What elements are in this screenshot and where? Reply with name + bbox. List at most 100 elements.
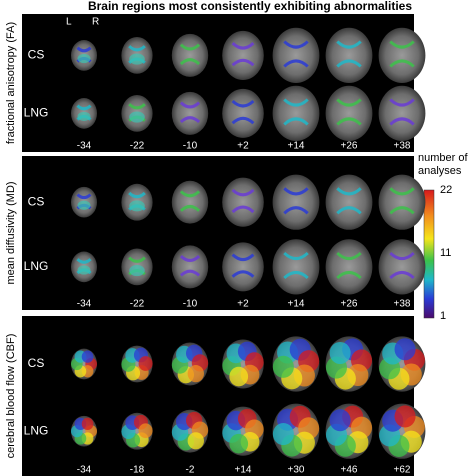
abnormality-map bbox=[394, 405, 416, 428]
brain-slice bbox=[171, 91, 209, 135]
abnormality-map bbox=[283, 187, 309, 215]
abnormality-map bbox=[389, 187, 415, 215]
abnormality-map bbox=[77, 265, 91, 275]
slice-label: -34 bbox=[77, 141, 92, 152]
brain-slice bbox=[171, 33, 209, 77]
abnormality-map bbox=[272, 355, 294, 378]
abnormality-map bbox=[77, 53, 91, 64]
slice-label: +14 bbox=[288, 299, 305, 310]
abnormality-map bbox=[179, 190, 201, 212]
row-label: CS bbox=[28, 48, 45, 62]
slice-label: -22 bbox=[130, 299, 145, 310]
row-label: LNG bbox=[24, 423, 49, 437]
row-label: LNG bbox=[24, 259, 49, 273]
brain-slice bbox=[325, 239, 373, 295]
brain-slice bbox=[325, 85, 373, 141]
slice-label: +2 bbox=[237, 299, 249, 310]
brain-slice bbox=[272, 174, 320, 230]
abnormality-map bbox=[138, 423, 153, 439]
abnormality-map bbox=[231, 99, 255, 125]
slice-label: +30 bbox=[288, 465, 305, 476]
abnormality-map bbox=[389, 251, 415, 280]
brain-slice bbox=[272, 239, 320, 295]
brain-slice bbox=[222, 177, 264, 227]
abnormality-map bbox=[77, 111, 91, 122]
colorbar-tick-label: 11 bbox=[440, 247, 451, 259]
row-label: LNG bbox=[24, 106, 49, 120]
brain-slice bbox=[325, 27, 373, 84]
colorbar-tick-label: 1 bbox=[440, 310, 446, 322]
abnormality-map bbox=[129, 200, 145, 212]
abnormality-map bbox=[81, 417, 94, 431]
colorbar-title-line: analyses bbox=[418, 165, 462, 177]
hemisphere-label: L bbox=[66, 17, 72, 28]
abnormality-map bbox=[138, 356, 153, 371]
abnormality-map bbox=[283, 251, 309, 280]
slice-label: +2 bbox=[237, 141, 249, 152]
colorbar bbox=[423, 189, 435, 319]
brain-slice bbox=[378, 85, 426, 141]
abnormality-map bbox=[283, 40, 309, 68]
modality-label: cerebral blood flow (CBF) bbox=[5, 334, 17, 459]
abnormality-map bbox=[389, 40, 415, 68]
slice-label: -18 bbox=[130, 465, 145, 476]
abnormality-map bbox=[329, 341, 351, 365]
slice-label: +62 bbox=[394, 465, 411, 476]
abnormality-map bbox=[231, 253, 255, 278]
abnormality-map bbox=[389, 98, 415, 126]
brain-slice bbox=[378, 27, 426, 84]
abnormality-map bbox=[336, 251, 362, 280]
abnormality-map bbox=[129, 265, 145, 277]
slice-label: -2 bbox=[186, 465, 195, 476]
row-label: CS bbox=[28, 356, 45, 370]
abnormality-map bbox=[231, 188, 255, 214]
abnormality-map bbox=[394, 338, 416, 361]
abnormality-map bbox=[187, 432, 204, 450]
brain-slice bbox=[222, 88, 264, 138]
modality-label: fractional anisotropy (FA) bbox=[5, 22, 17, 144]
brain-slice bbox=[222, 242, 264, 292]
colorbar-title-line: number of bbox=[418, 152, 468, 164]
brain-slice bbox=[325, 174, 373, 230]
colorbar-tick-label: 22 bbox=[440, 184, 452, 196]
abnormality-map bbox=[329, 409, 351, 432]
abnormality-map bbox=[283, 98, 309, 126]
slice-label: +14 bbox=[288, 141, 305, 152]
modality-label: mean diffusivity (MD) bbox=[5, 181, 17, 284]
colorbar-title: number of analyses bbox=[418, 152, 468, 177]
abnormality-map bbox=[179, 101, 201, 124]
brain-slice bbox=[171, 245, 209, 289]
abnormality-map bbox=[229, 433, 249, 454]
brain-slice bbox=[272, 27, 320, 84]
brain-slice bbox=[378, 174, 426, 230]
abnormality-map bbox=[179, 255, 201, 277]
slice-label: -10 bbox=[183, 141, 198, 152]
slice-label: +26 bbox=[341, 299, 358, 310]
brain-slice bbox=[378, 239, 426, 295]
abnormality-map bbox=[336, 40, 362, 68]
figure-title: Brain regions most consistently exhibiti… bbox=[88, 0, 412, 13]
abnormality-map bbox=[336, 187, 362, 215]
abnormality-map bbox=[81, 350, 94, 363]
slice-label: +38 bbox=[394, 141, 411, 152]
hemisphere-label: R bbox=[92, 17, 99, 28]
abnormality-map bbox=[77, 200, 91, 210]
abnormality-map bbox=[272, 423, 294, 446]
brain-slice bbox=[171, 180, 209, 224]
slice-label: +14 bbox=[235, 465, 252, 476]
abnormality-map bbox=[179, 43, 201, 66]
slice-label: -34 bbox=[77, 465, 92, 476]
abnormality-map bbox=[187, 365, 204, 383]
slice-label: -22 bbox=[130, 141, 145, 152]
abnormality-map bbox=[129, 53, 145, 65]
abnormality-map bbox=[336, 98, 362, 126]
slice-label: -34 bbox=[77, 299, 92, 310]
abnormality-map bbox=[231, 41, 255, 67]
abnormality-map bbox=[129, 111, 145, 123]
slice-label: +46 bbox=[341, 465, 358, 476]
slice-label: +38 bbox=[394, 299, 411, 310]
abnormality-map bbox=[229, 366, 249, 387]
slice-label: -10 bbox=[183, 299, 198, 310]
row-label: CS bbox=[28, 194, 45, 208]
